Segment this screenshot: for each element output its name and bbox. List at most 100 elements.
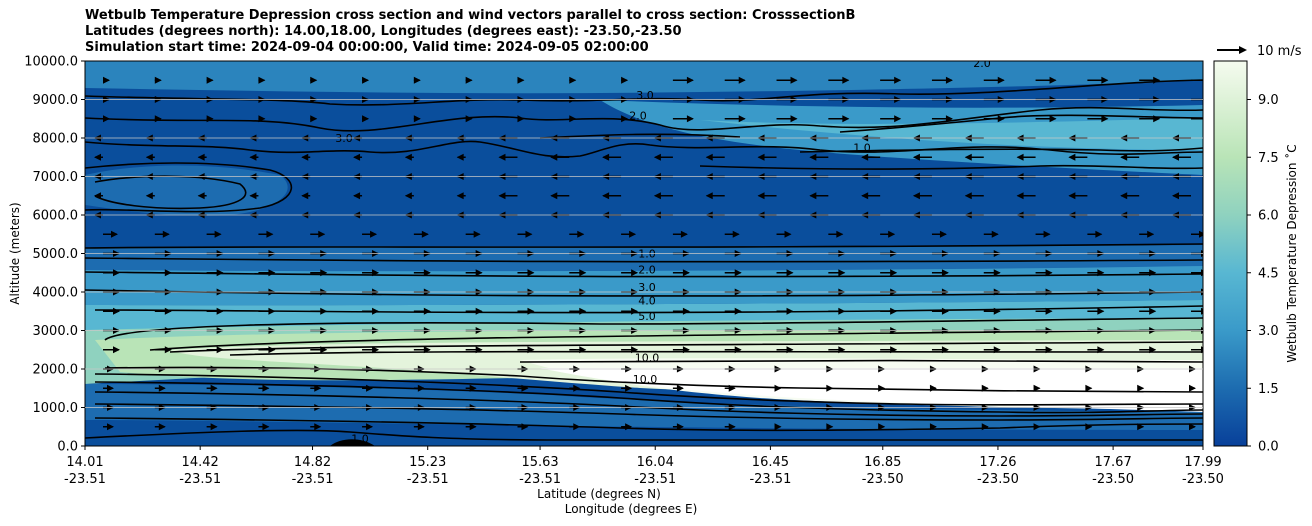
wind-arrow-head [1045,307,1053,315]
wind-arrow-head [1137,423,1145,431]
wind-arrow-head [206,115,214,123]
x-tick-label-lon: -23.51 [64,472,106,487]
x-tick-label-lon: -23.50 [1092,472,1134,487]
wind-arrow-head [262,384,270,392]
wind-arrow-head [579,307,587,315]
wind-arrow-head [473,230,481,238]
wind-arrow-head [314,384,322,392]
wind-arrow-head [625,384,633,392]
wind-arrow-head [738,115,746,123]
wind-arrow-head [498,153,506,161]
wind-arrow-head [621,115,629,123]
x-tick-label-lon: -23.51 [749,472,791,487]
contour-lower-b [94,381,1203,414]
wind-arrow-head [1120,153,1128,161]
wind-arrow-head [705,192,713,200]
wind-arrow-head [842,76,850,84]
wind-arrow-head [1045,269,1053,277]
wind-arrow-head [790,115,798,123]
wind-arrow-head [475,346,483,354]
wind-arrow-head [417,384,425,392]
wind-arrow-head [1095,230,1103,238]
wind-arrow-head [527,307,535,315]
x-tick-label-lon: -23.50 [977,472,1019,487]
x-tick-label-lat: 16.45 [752,455,789,470]
wind-arrow-head [1101,115,1109,123]
wind-arrow-head [734,269,742,277]
wind-arrow-head [353,192,361,200]
wind-arrow-head [939,230,947,238]
y-tick-label: 3000.0 [33,324,79,339]
wind-arrow-head [1016,153,1024,161]
contour-6 [104,317,1203,341]
wind-arrow-head [362,115,370,123]
wind-arrow-head [625,423,633,431]
wind-arrow-head [631,269,639,277]
field-left-blob [85,165,288,216]
wind-arrow-head [838,346,846,354]
wind-arrow-head [621,76,629,84]
wind-arrow-head [573,423,581,431]
wind-arrow-head [774,384,782,392]
colorbar-tick-label: 1.5 [1258,382,1279,397]
wind-arrow-head [1189,423,1196,431]
wind-arrow-head [734,307,742,315]
wind-arrow-head [216,346,224,354]
x-tick-label-lat: 15.63 [521,455,558,470]
wind-arrow-head [164,269,172,277]
y-tick-label: 2000.0 [33,363,79,378]
wind-arrow-head [404,153,412,161]
wind-arrow-head [964,153,972,161]
x-tick-label-lon: -23.51 [519,472,561,487]
wind-arrow-head [301,153,309,161]
wind-arrow-head [1172,192,1179,200]
wind-arrow-head [197,192,205,200]
wind-arrow-head [686,76,694,84]
x-tick-label-lon: -23.51 [407,472,449,487]
wind-arrow-head [320,307,328,315]
wind-arrow-head [861,192,869,200]
wind-arrow-head [249,192,257,200]
y-tick-label: 7000.0 [33,170,79,185]
wind-arrow-head [94,192,101,200]
wind-arrow-head [372,346,380,354]
contour-3-4km [85,271,1203,278]
wind-arrow-head [631,307,639,315]
x-tick-label-lat: 17.26 [979,455,1016,470]
wind-arrow-head [686,115,694,123]
wind-arrow-head [423,269,431,277]
wind-arrow-head [456,192,464,200]
wind-arrow-head [993,307,1001,315]
wind-arrow-head [941,307,949,315]
x-tick-label-lon: -23.50 [1182,472,1224,487]
wind-key: 10 m/s [1217,44,1302,59]
contour-label: 4.0 [638,294,656,307]
wind-arrow-head [573,384,581,392]
wind-arrow-head [550,153,558,161]
wind-arrow-head [469,384,477,392]
wind-arrow-head [249,153,257,161]
colorbar-tick-label: 7.5 [1258,151,1279,166]
wind-arrow-head [997,76,1005,84]
contour-7 [149,329,1203,351]
y-tick-label: 1000.0 [33,401,79,416]
wind-arrow-head [1201,269,1203,277]
wind-arrow-head [991,230,999,238]
wind-arrow-head [569,115,577,123]
wind-arrow-head [1205,96,1212,103]
wind-arrow-head [1049,115,1057,123]
wind-arrow-head [894,76,902,84]
wind-arrow-head [941,269,949,277]
wind-arrow-head [527,346,535,354]
wind-arrow-head [113,307,120,315]
wind-arrow-head [676,423,684,431]
wind-arrow-head [1149,307,1157,315]
wind-arrow-head [786,346,794,354]
wind-arrow-head [1205,77,1212,84]
wind-arrow-head [878,423,886,431]
wind-arrow-head [164,307,172,315]
wind-arrow-head [1120,192,1128,200]
wind-arrow-head [774,423,782,431]
wind-arrow-head [682,346,690,354]
wind-arrow-head [310,76,318,84]
